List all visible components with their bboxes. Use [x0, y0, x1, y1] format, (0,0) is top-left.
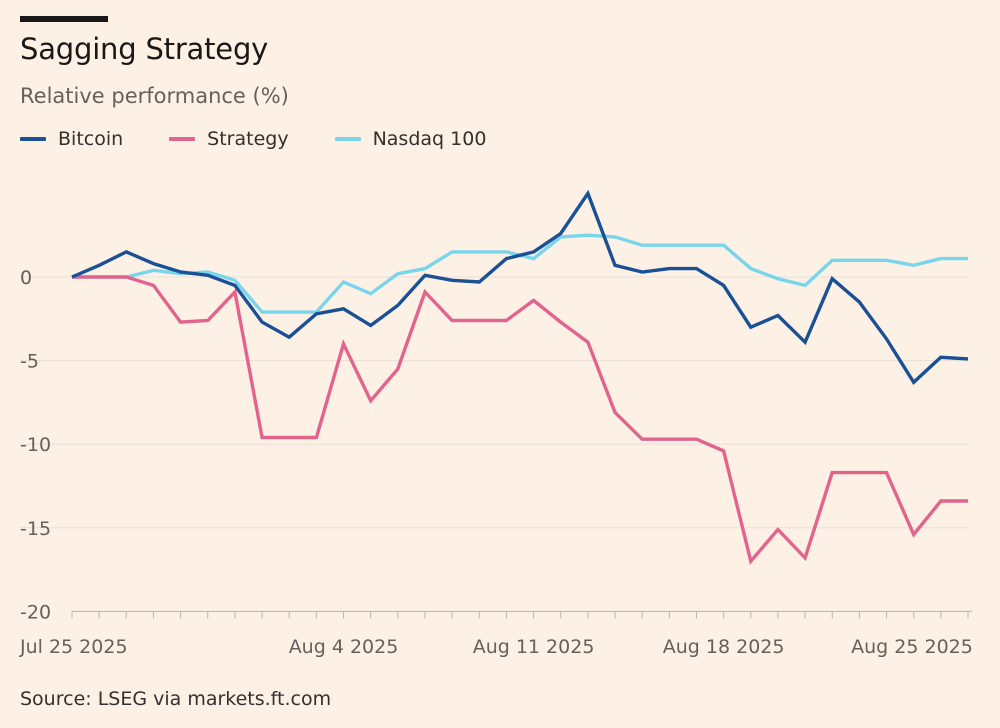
series-line-strategy: [72, 275, 968, 565]
legend-swatch-bitcoin: [20, 137, 46, 141]
legend-label-nasdaq: Nasdaq 100: [372, 128, 487, 150]
y-tick-label: -10: [20, 434, 51, 456]
legend-swatch-strategy: [169, 137, 196, 141]
chart-title: Sagging Strategy: [20, 32, 269, 66]
legend-label-strategy: Strategy: [207, 128, 289, 150]
legend-item-bitcoin: Bitcoin: [20, 128, 123, 150]
x-tick-label: Aug 25 2025: [851, 636, 973, 658]
y-tick-label: -20: [20, 601, 51, 623]
legend-label-bitcoin: Bitcoin: [58, 128, 124, 150]
y-tick-label: -5: [20, 351, 39, 373]
series-line-bitcoin: [71, 189, 969, 385]
chart-subtitle: Relative performance (%): [20, 84, 289, 108]
y-tick-label: -15: [20, 518, 51, 540]
legend-item-strategy: Strategy: [169, 128, 289, 150]
x-tick-label: Aug 4 2025: [289, 636, 399, 658]
x-tick-label: Aug 18 2025: [663, 636, 785, 658]
x-tick-label: Jul 25 2025: [19, 636, 128, 658]
source-note: Source: LSEG via markets.ft.com: [20, 688, 332, 710]
x-tick-label: Aug 11 2025: [473, 636, 595, 658]
legend-swatch-nasdaq: [334, 137, 361, 141]
y-tick-label: 0: [20, 267, 32, 289]
legend-item-nasdaq: Nasdaq 100: [334, 128, 487, 150]
legend: Bitcoin Strategy Nasdaq 100: [20, 128, 532, 150]
title-accent-bar: [20, 16, 108, 22]
